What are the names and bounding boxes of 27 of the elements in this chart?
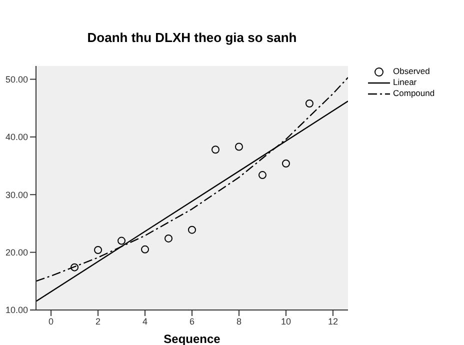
point <box>211 146 220 154</box>
point <box>70 263 79 272</box>
x-tick-label: 6 <box>189 316 195 326</box>
legend-label: Observed <box>393 66 430 77</box>
x-tick-label: 0 <box>48 316 54 326</box>
point <box>94 246 102 254</box>
legend-label: Linear <box>393 77 417 88</box>
y-tick-label: 40.00 <box>5 132 28 142</box>
point <box>282 159 290 168</box>
x-tick-label: 4 <box>142 316 148 326</box>
x-tick-label: 12 <box>328 316 338 326</box>
x-tick-label: 10 <box>280 316 291 326</box>
y-tick-label: 20.00 <box>5 248 28 258</box>
point <box>164 234 173 242</box>
x-tick-label: 8 <box>236 316 242 326</box>
legend-label: Compound <box>393 88 435 99</box>
y-tick-label: 10.00 <box>5 305 28 316</box>
point <box>118 236 126 245</box>
y-tick-label: 30.00 <box>5 190 28 200</box>
point <box>258 171 266 180</box>
y-tick-label: 50.00 <box>5 74 28 84</box>
point <box>234 142 243 151</box>
point <box>305 99 314 108</box>
chart-title: Doanh thu DLXH theo gia so sanh <box>86 30 298 45</box>
point <box>141 245 150 254</box>
point <box>188 226 196 234</box>
x-tick-label: 2 <box>96 316 101 326</box>
